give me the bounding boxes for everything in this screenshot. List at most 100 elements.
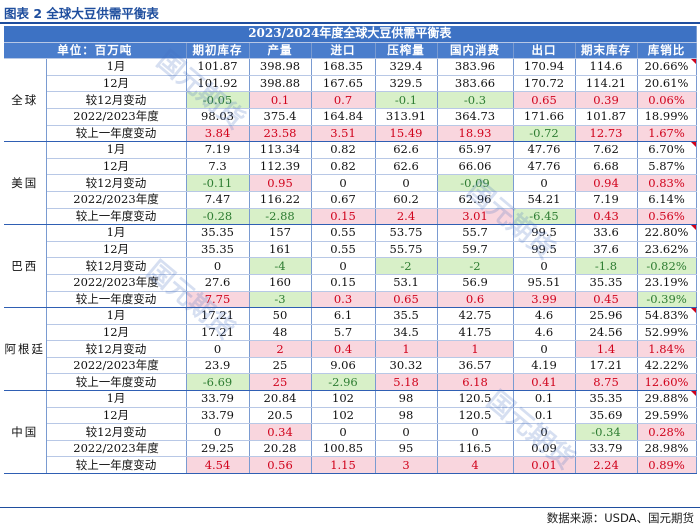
table-cell: 7.3 <box>186 158 250 176</box>
table-cell: 35.5 <box>375 307 438 325</box>
table-cell: 329.4 <box>375 58 438 76</box>
table-cell: 120.5 <box>437 390 514 408</box>
row-label: 较12月变动 <box>46 91 187 109</box>
table-cell: 52.99% <box>637 324 697 342</box>
table-cell: -0.34 <box>575 423 638 441</box>
table-cell: 8.75 <box>575 373 638 392</box>
row-label: 12月 <box>46 324 187 342</box>
table-cell: 5.18 <box>375 373 438 392</box>
table-cell: 0.1 <box>513 407 576 425</box>
table-cell: 101.87 <box>575 108 638 126</box>
row-label: 较12月变动 <box>46 340 187 358</box>
table-cell: 33.79 <box>186 390 250 408</box>
table-cell: 41.75 <box>437 324 514 342</box>
table-cell: 28.98% <box>637 440 697 458</box>
table-cell: 101.87 <box>186 58 250 76</box>
column-header: 进口 <box>311 42 376 60</box>
table-cell: 170.94 <box>513 58 576 76</box>
row-label: 2022/2023年度 <box>46 357 187 375</box>
table-cell: 6.1 <box>311 307 376 325</box>
table-cell: -1.8 <box>575 257 638 275</box>
table-cell: 0.82 <box>311 141 376 159</box>
table-row: 2022/2023年度 27.6 160 0.15 53.1 56.9 95.51 35.35… <box>4 274 697 292</box>
table-cell: 0 <box>186 257 250 275</box>
table-cell: 171.66 <box>513 108 576 126</box>
table-cell: 167.65 <box>311 75 376 93</box>
table-cell: 20.84 <box>249 390 312 408</box>
table-cell: 95 <box>375 440 438 458</box>
table-cell: 398.88 <box>249 75 312 93</box>
table-cell: 4.6 <box>513 307 576 325</box>
table-cell: 0.09 <box>513 440 576 458</box>
table-cell: 0 <box>311 174 376 192</box>
table-cell: 54.83% <box>637 307 697 325</box>
table-row: 12月 35.35 161 0.55 55.75 59.7 99.5 37.6 23.62% <box>4 241 697 259</box>
table-cell: 5.7 <box>311 324 376 342</box>
table-cell: 0.65 <box>513 91 576 109</box>
table-cell: 0 <box>437 423 514 441</box>
table-cell: 0.1 <box>249 91 312 109</box>
table-cell: 100.85 <box>311 440 376 458</box>
table-cell: 98 <box>375 407 438 425</box>
table-cell: -0.39% <box>637 291 697 309</box>
table-cell: 116.5 <box>437 440 514 458</box>
table-cell: 1.67% <box>637 125 697 143</box>
row-label: 较上一年度变动 <box>46 373 187 392</box>
table-cell: 398.98 <box>249 58 312 76</box>
row-label: 2022/2023年度 <box>46 440 187 458</box>
table-cell: 0 <box>375 423 438 441</box>
row-label: 12月 <box>46 75 187 93</box>
row-label: 1月 <box>46 224 187 242</box>
table-cell: 25 <box>249 357 312 375</box>
table-cell: 18.93 <box>437 125 514 143</box>
table-cell: 33.6 <box>575 224 638 242</box>
table-cell: 0.39 <box>575 91 638 109</box>
table-cell: 42.22% <box>637 357 697 375</box>
table-cell: 37.6 <box>575 241 638 259</box>
table-cell: 0.45 <box>575 291 638 309</box>
table-cell: 0 <box>513 340 576 358</box>
table-cell: 0.41 <box>513 373 576 392</box>
table-cell: 0.56% <box>637 208 697 226</box>
table-cell: -0.82% <box>637 257 697 275</box>
table-cell: 3.51 <box>311 125 376 143</box>
table-cell: -0.3 <box>437 91 514 109</box>
table-cell: 160 <box>249 274 312 292</box>
row-label: 较12月变动 <box>46 174 187 192</box>
table-cell: 6.68 <box>575 158 638 176</box>
table-cell: 0.6 <box>437 291 514 309</box>
table-cell: 59.7 <box>437 241 514 259</box>
table-row: 2022/2023年度 7.47 116.22 0.67 60.2 62.96 54.21 7… <box>4 191 697 209</box>
figure-title: 图表 2 全球大豆供需平衡表 <box>4 3 159 21</box>
table-cell: 102 <box>311 407 376 425</box>
row-label: 1月 <box>46 141 187 159</box>
table-cell: 29.88% <box>637 390 697 408</box>
table-cell: 99.5 <box>513 241 576 259</box>
table-cell: 0.34 <box>249 423 312 441</box>
region-label: 全球 <box>4 58 47 143</box>
row-label: 2022/2023年度 <box>46 274 187 292</box>
table-cell: 0.55 <box>311 241 376 259</box>
table-cell: 53.1 <box>375 274 438 292</box>
table-cell: 5.87% <box>637 158 697 176</box>
region-label: 中国 <box>4 390 47 475</box>
table-cell: 34.5 <box>375 324 438 342</box>
table-cell: 0.4 <box>311 340 376 358</box>
table-cell: 313.91 <box>375 108 438 126</box>
table-cell: 0 <box>186 423 250 441</box>
row-label: 较上一年度变动 <box>46 125 187 143</box>
column-header: 国内消费 <box>437 42 514 60</box>
table-cell: 4.6 <box>513 324 576 342</box>
table-cell: 2.4 <box>375 208 438 226</box>
column-header: 压榨量 <box>375 42 438 60</box>
table-cell: 0.43 <box>575 208 638 226</box>
table-cell: 20.61% <box>637 75 697 93</box>
table-cell: 15.49 <box>375 125 438 143</box>
table-cell: 95.51 <box>513 274 576 292</box>
table-cell: 383.96 <box>437 58 514 76</box>
table-cell: 364.73 <box>437 108 514 126</box>
table-cell: 22.80% <box>637 224 697 242</box>
column-header: 期末库存 <box>575 42 638 60</box>
table-cell: 0.3 <box>311 291 376 309</box>
table-cell: 27.6 <box>186 274 250 292</box>
